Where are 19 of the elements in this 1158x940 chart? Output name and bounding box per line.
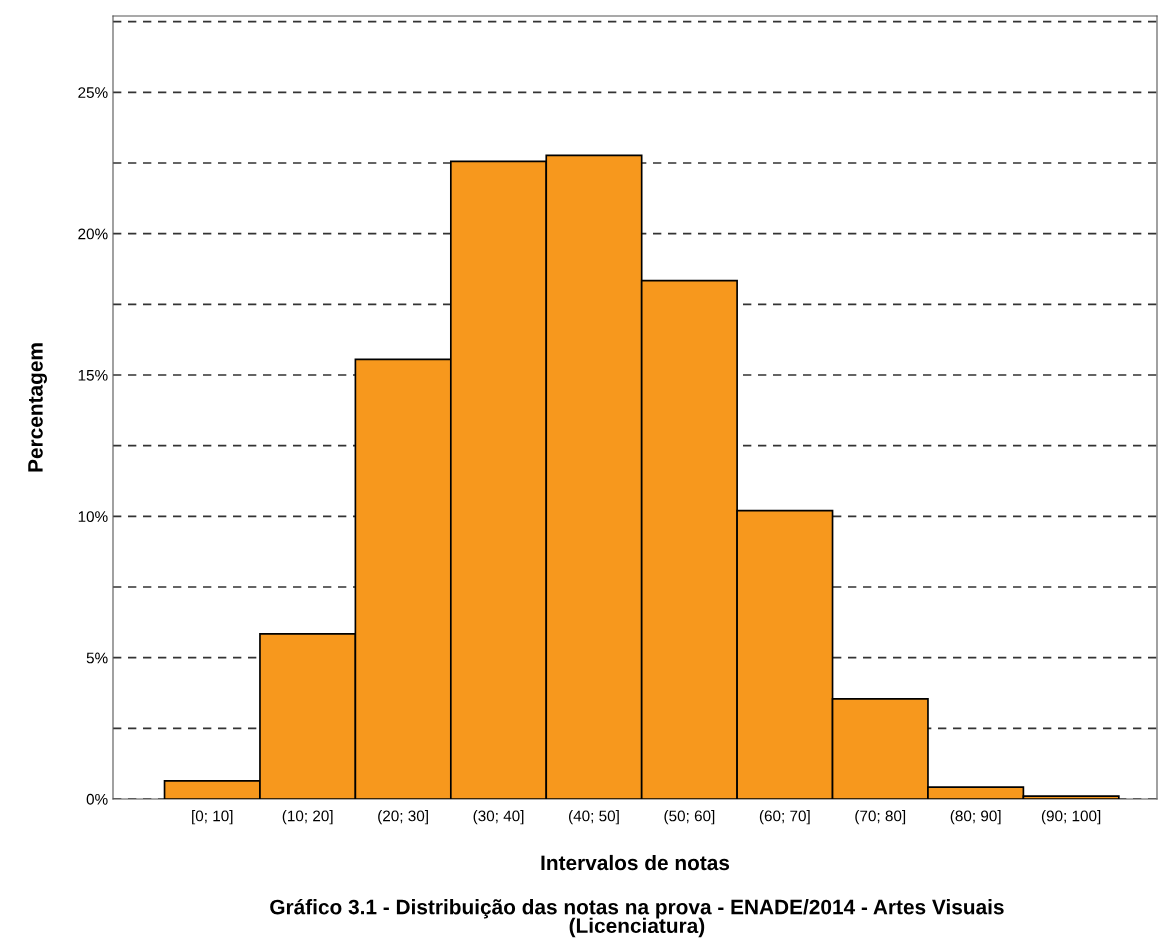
y-tick-label: 20% (78, 228, 108, 240)
y-tick-label: 15% (78, 369, 108, 381)
x-tick-label: (70; 80] (855, 810, 906, 825)
x-tick-label: (50; 60] (664, 810, 715, 825)
x-tick-label: (40; 50] (569, 810, 619, 825)
y-tick-label: 25% (78, 87, 108, 99)
x-tick-label: (60; 70] (759, 810, 810, 825)
y-tick-label: 10% (78, 511, 108, 523)
x-tick-label: (90; 100] (1041, 810, 1101, 825)
text: Gráfico 3.1 - Distribuição das notas na prova - ENADE/2014 - Artes Visuais (Licenciatura) (270, 898, 1004, 938)
x-tick-label: (80; 90] (950, 810, 1001, 825)
x-tick-label: [0; 10] (192, 810, 233, 825)
y-axis-title: Percentagem (28, 343, 48, 472)
x-tick-label: (30; 40] (473, 810, 524, 825)
x-tick-label: (20; 30] (378, 810, 428, 825)
y-tick-label: 0% (86, 793, 108, 805)
y-tick-label: 5% (86, 652, 108, 664)
x-axis-title: Intervalos de notas (541, 854, 730, 871)
x-tick-label: (10; 20] (282, 810, 333, 825)
